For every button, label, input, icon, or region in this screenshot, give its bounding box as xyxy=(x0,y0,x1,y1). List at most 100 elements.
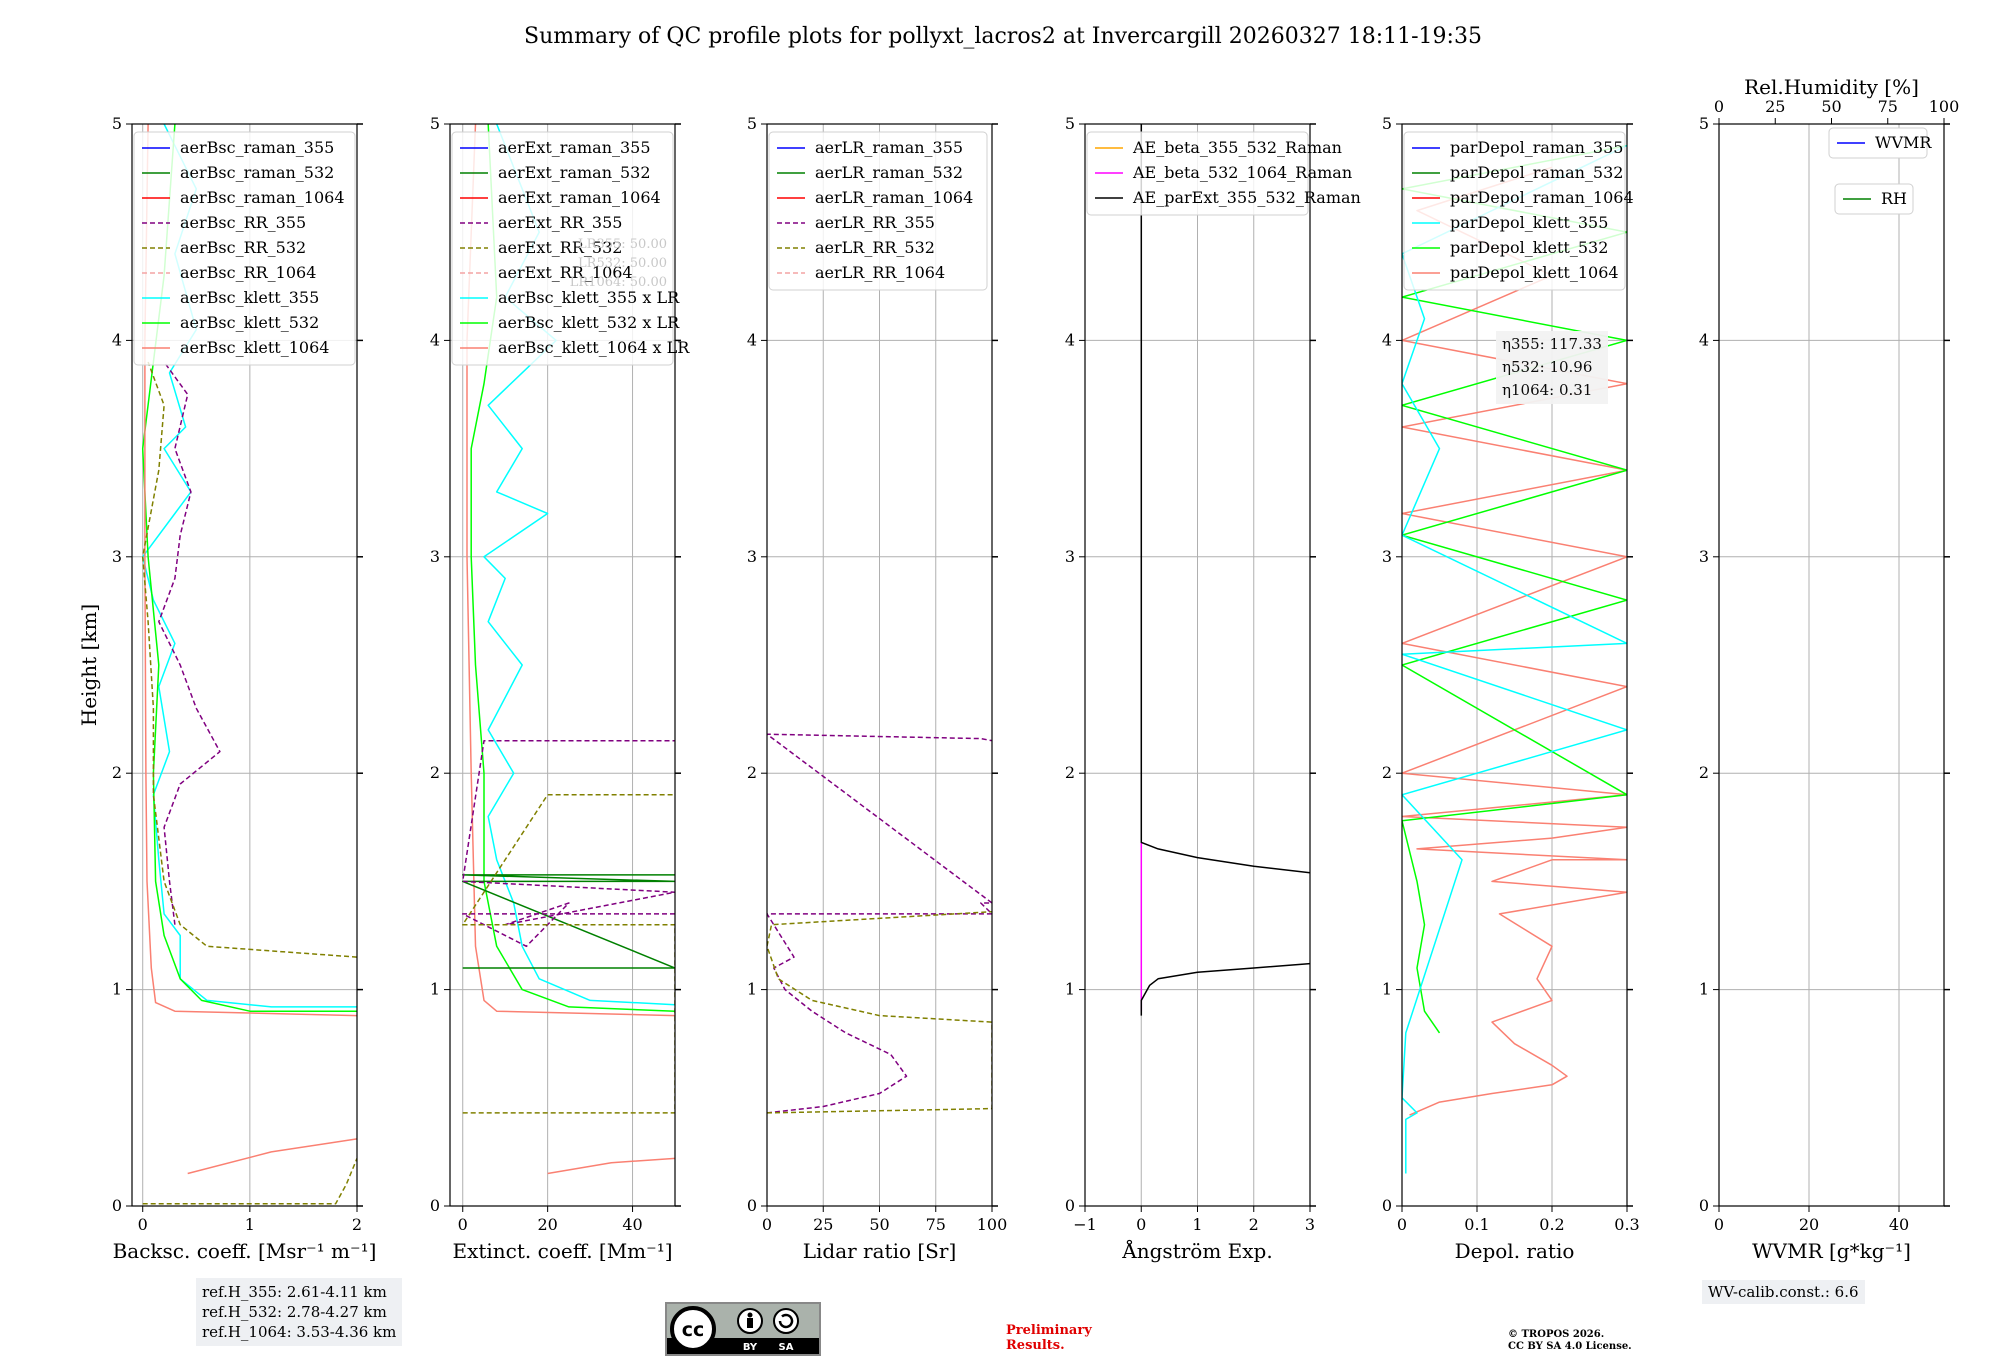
ytick-label-ext-1: 1 xyxy=(430,980,440,999)
legend-label-aerLR_raman_355: aerLR_raman_355 xyxy=(815,138,963,157)
legend-label-aerLR_RR_532: aerLR_RR_532 xyxy=(815,238,935,257)
preliminary-results-note: Preliminary Results. xyxy=(1006,1323,1092,1353)
legend-label-aerExt_RR_532: aerExt_RR_532 xyxy=(498,238,622,257)
ytick-label-lr-2: 2 xyxy=(747,763,757,782)
xtick2-label-25: 25 xyxy=(1765,97,1785,116)
figure-title: Summary of QC profile plots for pollyxt_… xyxy=(524,24,1482,49)
wv-calib-const: WV-calib.const.: 6.6 xyxy=(1708,1283,1859,1301)
series-aerExt_raman_532 xyxy=(461,874,675,969)
ytick-label-bsc-3: 3 xyxy=(112,547,122,566)
series-group-ae xyxy=(1140,124,1310,1016)
series-aerBsc_klett_1064 xyxy=(144,124,357,1017)
legend-box-depol xyxy=(1403,131,1626,291)
xlabel-depol: Depol. ratio xyxy=(1455,1239,1575,1263)
ytick-label-depol-1: 1 xyxy=(1382,980,1392,999)
ytick-label-wv-0: 0 xyxy=(1699,1196,1709,1215)
legend-box-RH xyxy=(1834,183,1914,215)
series-aerBsc_klett_1064-x-LR xyxy=(466,124,675,1017)
ytick-label-wv-1: 1 xyxy=(1699,980,1709,999)
series-aerExt_RR_355 xyxy=(461,739,675,948)
legend-label-parDepol_klett_1064: parDepol_klett_1064 xyxy=(1450,263,1619,282)
legend-label-aerBsc_klett_355: aerBsc_klett_355 xyxy=(180,288,319,307)
xtick-label-lr-50: 50 xyxy=(869,1215,889,1234)
ytick-label-wv-4: 4 xyxy=(1699,330,1709,349)
lr-label-0: LR355: 50.00 xyxy=(578,237,667,252)
legend-lr: aerLR_raman_355 aerLR_raman_532 aerLR_rama… xyxy=(768,131,988,291)
xlabel-wv: WVMR [g*kg⁻¹] xyxy=(1752,1239,1911,1263)
legend-label-AE_beta_532_1064_Raman: AE_beta_532_1064_Raman xyxy=(1132,163,1352,182)
copyright-note: © TROPOS 2026. CC BY SA 4.0 License. xyxy=(1508,1329,1632,1353)
legend-box-ae xyxy=(1086,131,1309,216)
legend-label-aerBsc_raman_355: aerBsc_raman_355 xyxy=(180,138,334,157)
ytick-label-ae-0: 0 xyxy=(1065,1196,1075,1215)
legend-box-ext xyxy=(451,131,674,366)
lr-label-2: LR1064: 50.00 xyxy=(570,275,667,290)
ytick-label-depol-0: 0 xyxy=(1382,1196,1392,1215)
ytick-label-bsc-0: 0 xyxy=(112,1196,122,1215)
series-parDepol_klett_1064 xyxy=(1402,166,1627,1116)
xtick-label-ext-20: 20 xyxy=(537,1215,557,1234)
legend-box-bsc xyxy=(133,131,356,366)
eta-355-value: 117.33 xyxy=(1549,335,1602,353)
series-aerBsc_klett_532-x-LR xyxy=(470,124,675,1012)
ytick-label-lr-4: 4 xyxy=(747,330,757,349)
ytick-label-wv-2: 2 xyxy=(1699,763,1709,782)
ref-height-1064: ref.H_1064: 3.53-4.36 km xyxy=(202,1323,397,1341)
ytick-label-wv-5: 5 xyxy=(1699,114,1709,133)
ytick-label-lr-5: 5 xyxy=(747,114,757,133)
badge-sa-label: SA xyxy=(779,1342,794,1353)
ytick-label-ae-5: 5 xyxy=(1065,114,1075,133)
legend-label-aerLR_raman_532: aerLR_raman_532 xyxy=(815,163,963,182)
copyright-line-2: CC BY SA 4.0 License. xyxy=(1508,1341,1632,1352)
xtick2-label-75: 75 xyxy=(1878,97,1898,116)
ytick-label-bsc-5: 5 xyxy=(112,114,122,133)
legend-bsc: aerBsc_raman_355 aerBsc_raman_532 aerBsc_r… xyxy=(133,131,356,366)
ytick-label-ext-2: 2 xyxy=(430,763,440,782)
legend-label-parDepol_klett_532: parDepol_klett_532 xyxy=(1450,238,1608,257)
ytick-label-depol-3: 3 xyxy=(1382,547,1392,566)
series-group-depol xyxy=(1402,144,1627,1174)
cc-badge-graphic: cc BY SA xyxy=(667,1304,819,1353)
eta-box: η355: 117.33 η532: 10.96 η1064: 0.31 xyxy=(1496,331,1608,404)
ytick-label-ext-5: 5 xyxy=(430,114,440,133)
ytick-label-ext-3: 3 xyxy=(430,547,440,566)
cc-logo-text: cc xyxy=(682,1319,705,1341)
panel-ext: 0 20 40 0 1 2 3 4 5 Extinct. coeff. [Mm⁻¹] aerExt_… xyxy=(430,114,690,1263)
legend-label-parDepol_raman_532: parDepol_raman_532 xyxy=(1450,163,1623,182)
ylabel-bsc: Height [km] xyxy=(77,604,101,726)
series-aerBsc_RR_355 xyxy=(158,361,221,925)
xlabel-bsc: Backsc. coeff. [Msr⁻¹ m⁻¹] xyxy=(113,1239,377,1263)
legend-label-aerExt_raman_355: aerExt_raman_355 xyxy=(498,138,651,157)
ytick-label-lr-3: 3 xyxy=(747,547,757,566)
legend-label-AE_parExt_355_532_Raman: AE_parExt_355_532_Raman xyxy=(1132,188,1361,207)
panel-bsc: 0 1 2 0 1 2 3 4 5 Backsc. coeff. [Msr⁻¹ m⁻¹] Heigh… xyxy=(77,114,376,1263)
legend-label-aerBsc_klett_1064: aerBsc_klett_1064 xyxy=(180,338,329,357)
ytick-label-bsc-4: 4 xyxy=(112,330,122,349)
legend-label-parDepol_raman_1064: parDepol_raman_1064 xyxy=(1450,188,1634,207)
eta-1064-value: 0.31 xyxy=(1559,381,1593,399)
legend-label-RH: RH xyxy=(1881,189,1907,208)
ytick-label-depol-4: 4 xyxy=(1382,330,1392,349)
axes-frame-ext xyxy=(449,123,676,1207)
ytick-label-ext-4: 4 xyxy=(430,330,440,349)
xtick2-label-0: 0 xyxy=(1714,97,1724,116)
legend-label-aerBsc_klett_1064-x-LR: aerBsc_klett_1064 x LR xyxy=(498,338,690,357)
series-aerExt_RR_532 xyxy=(461,794,675,1114)
xtick-label-ext-0: 0 xyxy=(458,1215,468,1234)
xtick-label-bsc-0: 0 xyxy=(138,1215,148,1234)
badge-by-label: BY xyxy=(743,1342,758,1353)
lr-label-1: LR532: 50.00 xyxy=(578,256,667,271)
eta-355-key: η355 xyxy=(1502,335,1540,353)
ytick-label-bsc-1: 1 xyxy=(112,980,122,999)
legend-label-aerBsc_RR_1064: aerBsc_RR_1064 xyxy=(180,263,316,282)
xlabel-lr: Lidar ratio [Sr] xyxy=(803,1239,957,1263)
xtick-label-ae-1: 1 xyxy=(1192,1215,1202,1234)
xtick-label-lr-25: 25 xyxy=(813,1215,833,1234)
panel-depol: 0 0.1 0.2 0.3 0 1 2 3 4 5 Depol. ratio parDepol_ram… xyxy=(1382,114,1640,1263)
ytick-label-ae-4: 4 xyxy=(1065,330,1075,349)
eta-532-key: η532 xyxy=(1502,358,1540,376)
ref-height-355: ref.H_355: 2.61-4.11 km xyxy=(202,1283,387,1301)
secondary-xlabel-wv: Rel.Humidity [%] xyxy=(1744,75,1919,99)
cc-logo-icon xyxy=(670,1306,716,1352)
